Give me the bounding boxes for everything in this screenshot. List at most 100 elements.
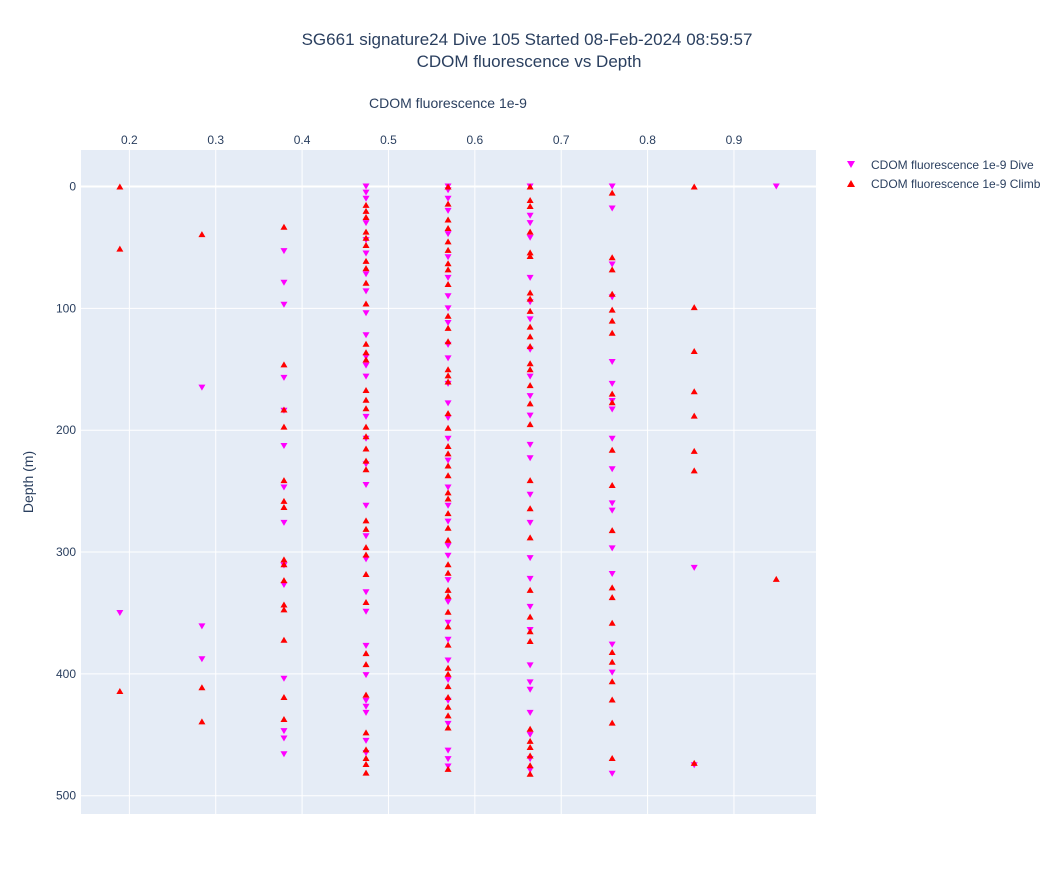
climb-point	[608, 189, 616, 196]
dive-point	[362, 533, 370, 540]
climb-point	[362, 228, 370, 235]
climb-point	[444, 536, 452, 543]
climb-point	[526, 228, 534, 235]
climb-point	[526, 725, 534, 732]
climb-point	[444, 510, 452, 517]
climb-point	[608, 254, 616, 261]
climb-point	[526, 421, 534, 428]
climb-point	[690, 412, 698, 419]
climb-point	[444, 623, 452, 630]
dive-point	[444, 293, 452, 300]
y-tick-label: 100	[56, 301, 76, 315]
climb-point	[362, 201, 370, 208]
climb-point	[690, 467, 698, 474]
climb-point	[444, 410, 452, 417]
climb-point	[444, 224, 452, 231]
climb-point	[526, 737, 534, 744]
dive-point	[362, 709, 370, 716]
dive-point	[362, 482, 370, 489]
climb-point	[362, 257, 370, 264]
dive-point	[526, 519, 534, 526]
climb-point	[362, 423, 370, 430]
climb-point	[690, 388, 698, 395]
climb-point	[280, 715, 288, 722]
x-tick-labels: 0.2 0.3 0.4 0.5 0.6 0.7 0.8 0.9	[121, 133, 743, 147]
legend-climb-label: CDOM fluorescence 1e-9 Climb	[871, 177, 1041, 191]
dive-point	[526, 603, 534, 610]
climb-point	[444, 703, 452, 710]
dive-point	[444, 599, 452, 606]
x-axis-title: CDOM fluorescence 1e-9	[369, 95, 527, 111]
y-axis-title: Depth (m)	[20, 451, 36, 513]
y-tick-label: 400	[56, 667, 76, 681]
climb-point	[362, 525, 370, 532]
climb-point	[444, 312, 452, 319]
climb-point	[444, 683, 452, 690]
climb-point	[444, 561, 452, 568]
climb-point	[772, 575, 780, 582]
climb-point	[444, 462, 452, 469]
climb-point	[362, 300, 370, 307]
climb-point	[608, 390, 616, 397]
dive-point	[444, 274, 452, 281]
climb-point	[362, 746, 370, 753]
dive-point	[280, 443, 288, 450]
dive-point	[526, 491, 534, 498]
climb-point	[608, 584, 616, 591]
climb-point	[526, 360, 534, 367]
climb-point	[444, 592, 452, 599]
dive-point	[608, 500, 616, 507]
climb-point	[608, 658, 616, 665]
climb-point	[280, 636, 288, 643]
data-points	[116, 183, 780, 777]
dive-point	[526, 679, 534, 686]
dive-point	[526, 274, 534, 281]
dive-point	[444, 231, 452, 238]
climb-point	[608, 678, 616, 685]
climb-point	[362, 340, 370, 347]
climb-point	[444, 670, 452, 677]
climb-point	[362, 234, 370, 241]
climb-point	[280, 556, 288, 563]
climb-point	[526, 762, 534, 769]
climb-point	[526, 343, 534, 350]
climb-point	[116, 183, 124, 190]
x-tick-label: 0.8	[639, 133, 656, 147]
climb-point	[444, 372, 452, 379]
climb-point	[198, 718, 206, 725]
dive-point	[526, 767, 534, 774]
climb-point	[526, 752, 534, 759]
x-tick-label: 0.9	[726, 133, 743, 147]
climb-point	[526, 252, 534, 259]
climb-point	[280, 497, 288, 504]
dive-point	[608, 545, 616, 552]
climb-point	[608, 329, 616, 336]
legend-item-climb[interactable]: CDOM fluorescence 1e-9 Climb	[847, 177, 1041, 191]
dive-point	[444, 435, 452, 442]
dive-point	[444, 756, 452, 763]
climb-point	[608, 266, 616, 273]
climb-point	[444, 450, 452, 457]
climb-point	[526, 196, 534, 203]
climb-point	[444, 641, 452, 648]
climb-point	[444, 524, 452, 531]
climb-point	[444, 266, 452, 273]
climb-point	[280, 561, 288, 568]
climb-point	[526, 628, 534, 635]
x-tick-label: 0.7	[553, 133, 570, 147]
x-tick-label: 0.2	[121, 133, 138, 147]
dive-point	[362, 502, 370, 509]
dive-point	[444, 355, 452, 362]
climb-point	[362, 457, 370, 464]
plot-background	[81, 150, 816, 814]
climb-point	[444, 495, 452, 502]
climb-point	[444, 183, 452, 190]
chart-title: SG661 signature24 Dive 105 Started 08-Fe…	[302, 30, 753, 49]
legend-item-dive[interactable]: CDOM fluorescence 1e-9 Dive	[847, 158, 1034, 172]
dive-point	[362, 642, 370, 649]
climb-point	[608, 290, 616, 297]
climb-point	[526, 534, 534, 541]
y-tick-label: 0	[69, 180, 76, 194]
climb-point	[444, 260, 452, 267]
climb-point	[690, 348, 698, 355]
